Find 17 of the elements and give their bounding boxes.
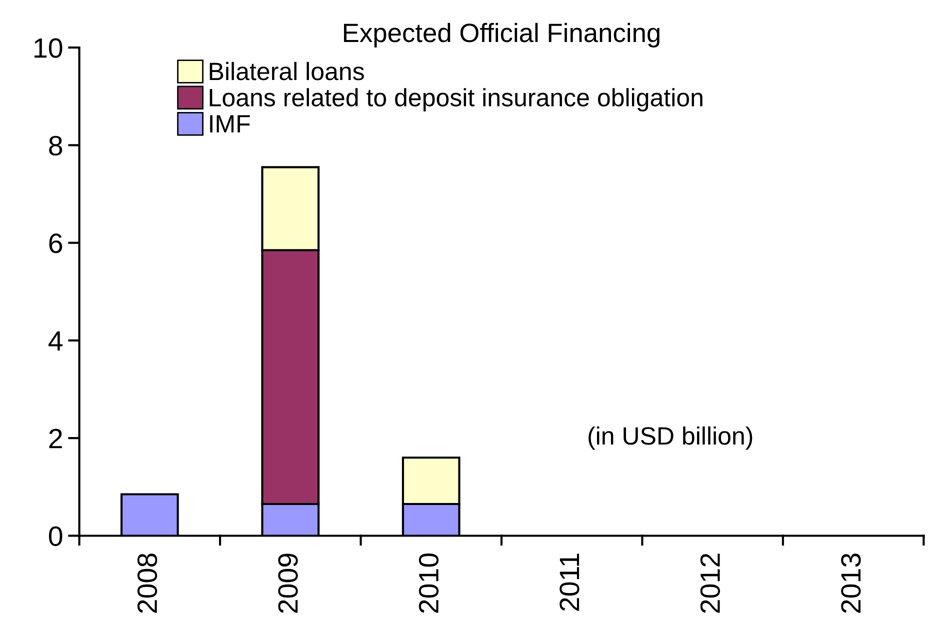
- x-tick-label: 2011: [560, 554, 580, 611]
- y-tick-label: 2: [49, 428, 62, 448]
- x-tick-label: 2010: [418, 553, 439, 613]
- y-tick-label: 10: [34, 38, 62, 58]
- y-tick-label: 8: [49, 136, 62, 156]
- y-tick-label: 4: [48, 331, 63, 351]
- chart-title: Expected Official Financing: [344, 22, 660, 48]
- x-tick-label: 2012: [700, 554, 720, 613]
- legend-label: Loans related to deposit insurance obligation: [210, 88, 702, 112]
- legend-label: IMF: [210, 115, 250, 132]
- y-tick-label: 0: [48, 526, 62, 546]
- x-tick-label: 2013: [841, 554, 861, 613]
- legend-label: Bilateral loans: [210, 62, 364, 80]
- x-tick-label: 2009: [278, 554, 298, 613]
- y-tick-label: 6: [49, 233, 62, 254]
- annotation: (in USD billion): [588, 426, 752, 450]
- x-tick-label: 2008: [137, 554, 158, 613]
